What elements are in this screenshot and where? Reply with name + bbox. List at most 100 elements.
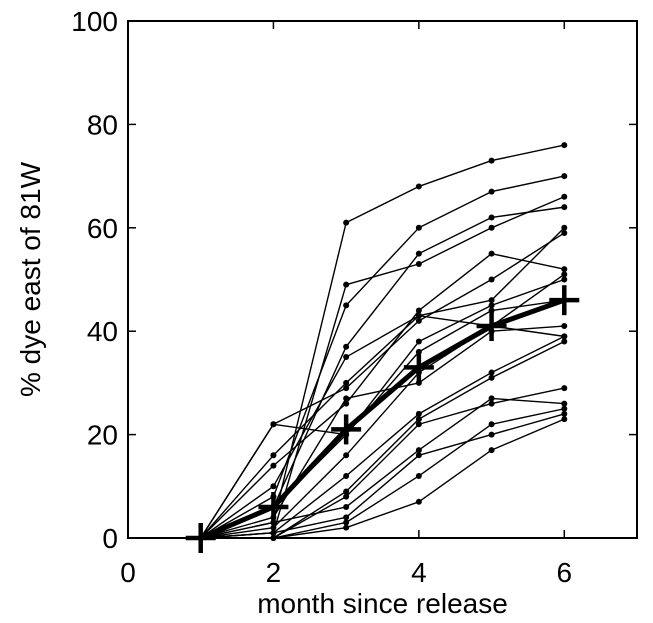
y-tick-label: 80 — [87, 109, 118, 140]
series-point — [561, 416, 568, 423]
series-line-3 — [200, 175, 565, 539]
x-tick-label: 2 — [266, 557, 282, 588]
y-axis-title: % dye east of 81W — [15, 161, 46, 397]
series-point — [343, 519, 350, 526]
series-point — [488, 421, 495, 428]
series-point — [415, 260, 422, 267]
series-point — [270, 421, 277, 428]
series-line-8 — [200, 273, 565, 539]
series-point — [343, 354, 350, 361]
y-tick-label: 60 — [87, 213, 118, 244]
series-point — [270, 452, 277, 459]
series-line-6 — [200, 227, 565, 539]
series-point — [415, 307, 422, 314]
series-point — [270, 483, 277, 490]
mean-plus-marker — [258, 491, 289, 522]
series-point — [561, 271, 568, 278]
series-point — [488, 302, 495, 309]
series-point — [561, 142, 568, 149]
mean-plus-marker — [331, 414, 362, 445]
series-point — [561, 224, 568, 231]
series-point — [488, 297, 495, 304]
series-point — [343, 400, 350, 407]
series-point — [561, 405, 568, 412]
series-line-10 — [200, 299, 565, 539]
series-point — [270, 524, 277, 531]
series-point — [343, 379, 350, 386]
series-point — [488, 369, 495, 376]
series-point — [343, 385, 350, 392]
series-point — [488, 447, 495, 454]
y-tick-label: 40 — [87, 316, 118, 347]
mean-plus-marker — [549, 285, 580, 316]
series-point — [343, 452, 350, 459]
series-point — [561, 276, 568, 283]
series-line-4 — [200, 206, 565, 539]
series-point — [415, 416, 422, 423]
y-tick-label: 100 — [71, 6, 118, 37]
series-point — [343, 395, 350, 402]
series-point — [488, 276, 495, 283]
series-point — [415, 312, 422, 319]
series-point — [561, 173, 568, 180]
series-point — [415, 498, 422, 505]
series-point — [561, 323, 568, 330]
series-point — [561, 333, 568, 340]
series-point — [415, 224, 422, 231]
series-point — [343, 343, 350, 350]
series-point — [561, 338, 568, 345]
series-point — [415, 183, 422, 190]
x-tick-label: 4 — [411, 557, 427, 588]
series-point — [561, 400, 568, 407]
series-point — [488, 214, 495, 221]
y-tick-label: 20 — [87, 420, 118, 451]
mean-plus-marker — [403, 352, 434, 383]
x-axis-title: month since release — [257, 588, 508, 619]
x-tick-label: 6 — [556, 557, 572, 588]
series-point — [561, 193, 568, 200]
series-line-17 — [200, 408, 565, 539]
series-point — [561, 266, 568, 273]
series-point — [415, 317, 422, 324]
series-point — [343, 503, 350, 510]
series-point — [488, 224, 495, 231]
series-lines — [200, 144, 565, 539]
mean-line — [198, 297, 567, 541]
plot-frame — [127, 20, 638, 539]
mean-plus-marker — [476, 311, 507, 342]
series-point — [415, 410, 422, 417]
axis-ticks — [127, 20, 637, 539]
series-point — [415, 250, 422, 257]
series-point — [415, 338, 422, 345]
series-point — [488, 395, 495, 402]
series-point — [343, 514, 350, 521]
series-point — [488, 400, 495, 407]
series-line-18 — [200, 413, 565, 539]
series-line-5 — [200, 232, 565, 539]
series-point — [415, 472, 422, 479]
series-point — [343, 488, 350, 495]
series-point — [488, 431, 495, 438]
series-point — [488, 157, 495, 164]
series-point — [561, 410, 568, 417]
series-point — [270, 462, 277, 469]
series-line-7 — [200, 252, 565, 539]
series-point — [561, 385, 568, 392]
series-point — [488, 188, 495, 195]
series-point — [343, 493, 350, 500]
series-point — [561, 204, 568, 211]
series-points — [197, 142, 568, 541]
series-point — [343, 281, 350, 288]
series-point — [343, 472, 350, 479]
series-point — [343, 302, 350, 309]
series-point — [488, 374, 495, 381]
series-point — [561, 229, 568, 236]
series-point — [488, 250, 495, 257]
series-line-16 — [200, 397, 565, 539]
y-tick-label: 0 — [102, 523, 118, 554]
series-point — [343, 524, 350, 531]
series-point — [343, 219, 350, 226]
series-line-11 — [200, 325, 565, 539]
